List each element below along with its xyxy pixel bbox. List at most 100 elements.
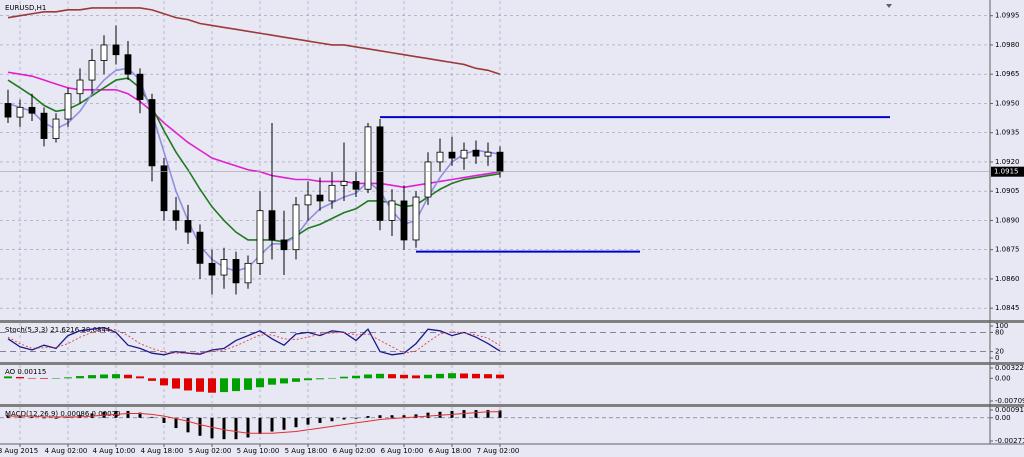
macd-bar [18,416,22,418]
current-price-box [991,166,1024,177]
macd-bar [486,410,490,418]
macd-bar [186,417,190,433]
macd-bar [270,417,274,432]
y-tick-label: 1.0905 [995,187,1020,195]
ao-bar [256,378,264,388]
candle-body [136,73,144,100]
y-tick-label: 1.0935 [995,129,1020,137]
x-tick-label: 6 Aug 02:00 [333,447,376,455]
panel-title: Stoch(5,3,3) 21.6216 38.6844 [5,326,111,334]
ao-bar [64,377,72,379]
candle-body [64,93,72,120]
candle-body [208,262,216,276]
ao-bar [364,374,372,379]
ao-bar [244,378,252,390]
macd-bar [294,417,298,428]
x-tick-label: 7 Aug 02:00 [477,447,520,455]
ao-bar [16,377,24,379]
candle-body [124,54,132,75]
candle-body [292,204,300,251]
ao-bar [52,378,60,379]
candle-body [88,60,96,81]
macd-bar [210,417,214,439]
macd-bar [30,416,34,418]
ao-bar [388,374,396,379]
y-tick-label: 0.00 [995,374,1011,382]
macd-bar [414,414,418,418]
candle-body [472,149,480,157]
macd-bar [126,410,130,418]
ao-bar [304,378,312,381]
ao-bar [184,378,192,391]
ao-bar [484,374,492,379]
moving-average [7,7,501,75]
x-tick-label: 5 Aug 18:00 [285,447,328,455]
x-tick-label: 6 Aug 18:00 [429,447,472,455]
ao-bar [460,373,468,379]
x-tick-label: 5 Aug 02:00 [189,447,232,455]
macd-bar [390,415,394,418]
ao-bar [88,375,96,379]
ao-bar [292,378,300,382]
macd-bar [258,417,262,435]
panel-title: MACD(12,26,9) 0.00086 0.00070 [5,410,121,418]
candle-body [160,165,168,212]
macd-bar [366,416,370,418]
ao-bar [4,376,12,379]
panel-separator [0,320,1024,323]
candle-body [280,239,288,251]
y-tick-label: 0.00091 [995,406,1024,414]
candle-body [424,161,432,198]
candle-body [304,194,312,206]
ao-bar [136,376,144,379]
panel-separator [0,404,1024,407]
ao-bar [28,377,36,379]
candle-body [52,118,60,139]
ao-bar [448,373,456,379]
macd-bar [174,417,178,429]
macd-bar [54,417,58,419]
ao-bar [172,378,180,389]
candle-body [268,210,276,241]
candle-body [448,151,456,159]
ao-bar [340,376,348,379]
candle-body [100,44,108,61]
macd-bar [138,412,142,418]
x-tick-label: 4 Aug 10:00 [93,447,136,455]
macd-bar [474,410,478,418]
candle-body [244,262,252,284]
moving-average [7,71,501,189]
y-tick-label: 1.0845 [995,304,1020,312]
ao-bar [268,378,276,385]
y-tick-label: 1.0860 [995,275,1020,283]
ao-bar [100,374,108,379]
ao-bar [124,374,132,379]
candle-body [364,126,372,190]
macd-bar [342,417,346,420]
macd-bar [378,415,382,418]
ao-bar [496,374,504,379]
ao-bar [352,375,360,379]
y-tick-label: 0 [995,354,999,362]
macd-bar [402,415,406,418]
ao-bar [472,373,480,379]
x-tick-label: 3 Aug 2015 [0,447,38,455]
candle-body [4,103,12,118]
y-tick-label: 1.0980 [995,41,1020,49]
candle-body [148,99,156,167]
stoch-line [7,328,501,354]
ao-bar [208,378,216,393]
ao-bar [412,375,420,379]
macd-bar [198,417,202,436]
macd-signal [8,411,500,434]
panel-title: EURUSD,H1 [5,4,46,12]
y-tick-label: -0.00271 [995,437,1024,445]
y-tick-label: 1.0920 [995,158,1020,166]
candle-body [172,210,180,221]
ao-bar [160,378,168,386]
macd-bar [282,417,286,430]
y-tick-label: 100 [995,322,1008,330]
ao-bar [424,374,432,379]
ao-bar [316,378,324,380]
candle-body [232,259,240,284]
